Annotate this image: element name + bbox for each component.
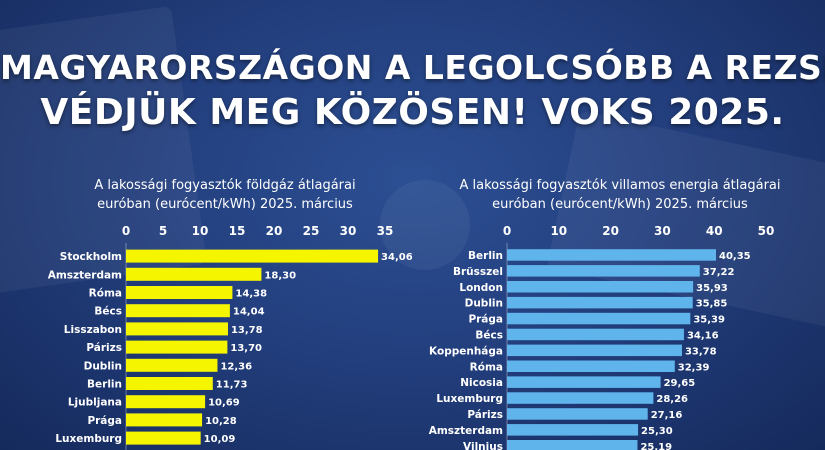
electricity-tick-label: 0 [503,224,511,238]
gas-tick-label: 0 [122,224,130,238]
gas-category-label: Stockholm [60,251,122,263]
gas-category-label: Párizs [86,342,122,354]
gas-bar [126,322,228,336]
gas-value-label: 10,28 [205,416,237,427]
electricity-bar [507,281,694,293]
electricity-value-label: 27,16 [651,410,683,421]
electricity-value-label: 29,65 [664,378,696,389]
electricity-value-label: 34,16 [687,330,719,341]
electricity-bar [507,344,682,357]
electricity-category-label: Koppenhága [429,345,503,357]
electricity-category-label: Prága [468,314,503,326]
electricity-value-label: 35,39 [693,315,725,326]
gas-category-label: Berlin [87,379,122,391]
gas-value-label: 34,06 [381,252,412,263]
gas-price-chart: 0 5 10 15 20 25 30 35 Stockholm 34,06 Amszterdam 18… [48,224,412,450]
gas-tick-label: 5 [159,224,167,238]
gas-bar [126,249,379,263]
electricity-category-label: London [459,282,503,294]
gas-bar [126,413,203,427]
electricity-bar [507,424,639,436]
gas-tick-label: 35 [377,224,394,238]
electricity-chart-title-line-2: euróban (eurócent/kWh) 2025. március [492,197,748,212]
electricity-tick-label: 10 [550,224,567,238]
gas-value-label: 13,70 [230,343,262,354]
headline-line-1: MAGYARORSZÁGON A LEGOLCSÓBB A REZSI. [0,48,825,87]
electricity-value-label: 37,22 [703,267,735,278]
electricity-bar [507,296,693,309]
electricity-category-label: Dublin [465,298,503,310]
electricity-bar [507,360,675,372]
gas-category-label: Bécs [94,306,122,318]
gas-tick-label: 15 [229,224,246,238]
electricity-tick-label: 20 [602,224,619,238]
gas-bar [126,304,230,318]
gas-category-label: Lisszabon [64,324,122,336]
electricity-category-label: Párizs [467,409,503,421]
gas-value-label: 12,36 [220,361,252,372]
gas-tick-label: 10 [192,224,209,238]
electricity-category-label: Nicosia [460,377,503,389]
gas-chart-title-line-2: euróban (eurócent/kWh) 2025. március [97,197,353,212]
gas-category-label: Amszterdam [48,269,122,281]
electricity-bar [507,392,654,404]
electricity-category-label: Amszterdam [429,425,503,437]
electricity-value-label: 32,39 [678,362,710,373]
electricity-bar [507,376,661,388]
electricity-category-label: Róma [470,361,503,373]
gas-chart-title: A lakossági fogyasztók földgáz átlagárai… [60,176,390,214]
electricity-bar [507,312,691,325]
bg-coin-shape [380,180,470,270]
gas-value-label: 14,04 [233,307,265,318]
gas-value-label: 18,30 [264,270,296,281]
gas-value-label: 10,09 [204,434,236,445]
electricity-category-label: Berlin [468,250,503,262]
gas-bar [126,431,201,445]
electricity-value-label: 25,30 [641,426,673,437]
gas-category-label: Róma [89,288,122,300]
electricity-value-label: 28,26 [656,394,688,405]
gas-category-label: Dublin [84,360,122,372]
gas-category-label: Prága [87,415,122,427]
gas-bar [126,358,218,372]
electricity-value-label: 40,35 [719,251,751,262]
electricity-tick-label: 40 [706,224,723,238]
electricity-value-label: 35,85 [696,299,728,310]
electricity-tick-label: 50 [758,224,775,238]
electricity-bar [507,408,648,420]
electricity-price-chart: 0 10 20 30 40 50 Berlin 40,35 Brüsszel 37,22 Londo… [429,224,775,450]
gas-tick-label: 25 [303,224,320,238]
gas-value-label: 14,38 [235,289,267,300]
electricity-bar [507,249,717,261]
gas-category-label: Luxemburg [55,433,122,445]
headline-line-2: VÉDJÜK MEG KÖZÖSEN! VOKS 2025. [40,92,785,133]
gas-value-label: 11,73 [216,380,248,391]
electricity-chart-title: A lakossági fogyasztók villamos energia … [440,176,800,214]
electricity-tick-label: 30 [654,224,671,238]
electricity-bar [507,328,684,341]
electricity-chart-title-line-1: A lakossági fogyasztók villamos energia … [459,178,781,193]
electricity-category-label: Vilnius [463,441,503,450]
electricity-value-label: 25,19 [640,442,672,450]
gas-bar [126,395,206,409]
electricity-bar [507,440,638,450]
electricity-value-label: 33,78 [685,346,717,357]
gas-value-label: 10,69 [208,398,240,409]
gas-value-label: 13,78 [231,325,263,336]
gas-bar [126,267,262,281]
gas-bar [126,286,233,299]
gas-bar [126,340,228,354]
electricity-category-label: Luxemburg [436,393,503,405]
gas-chart-title-line-1: A lakossági fogyasztók földgáz átlagárai [94,178,356,193]
gas-tick-label: 20 [266,224,283,238]
gas-bar [126,377,213,390]
electricity-value-label: 35,93 [696,283,728,294]
gas-category-label: Ljubljana [68,397,122,409]
electricity-category-label: Bécs [475,329,503,341]
electricity-bar [507,265,700,277]
electricity-category-label: Brüsszel [453,266,503,278]
gas-tick-label: 30 [340,224,357,238]
